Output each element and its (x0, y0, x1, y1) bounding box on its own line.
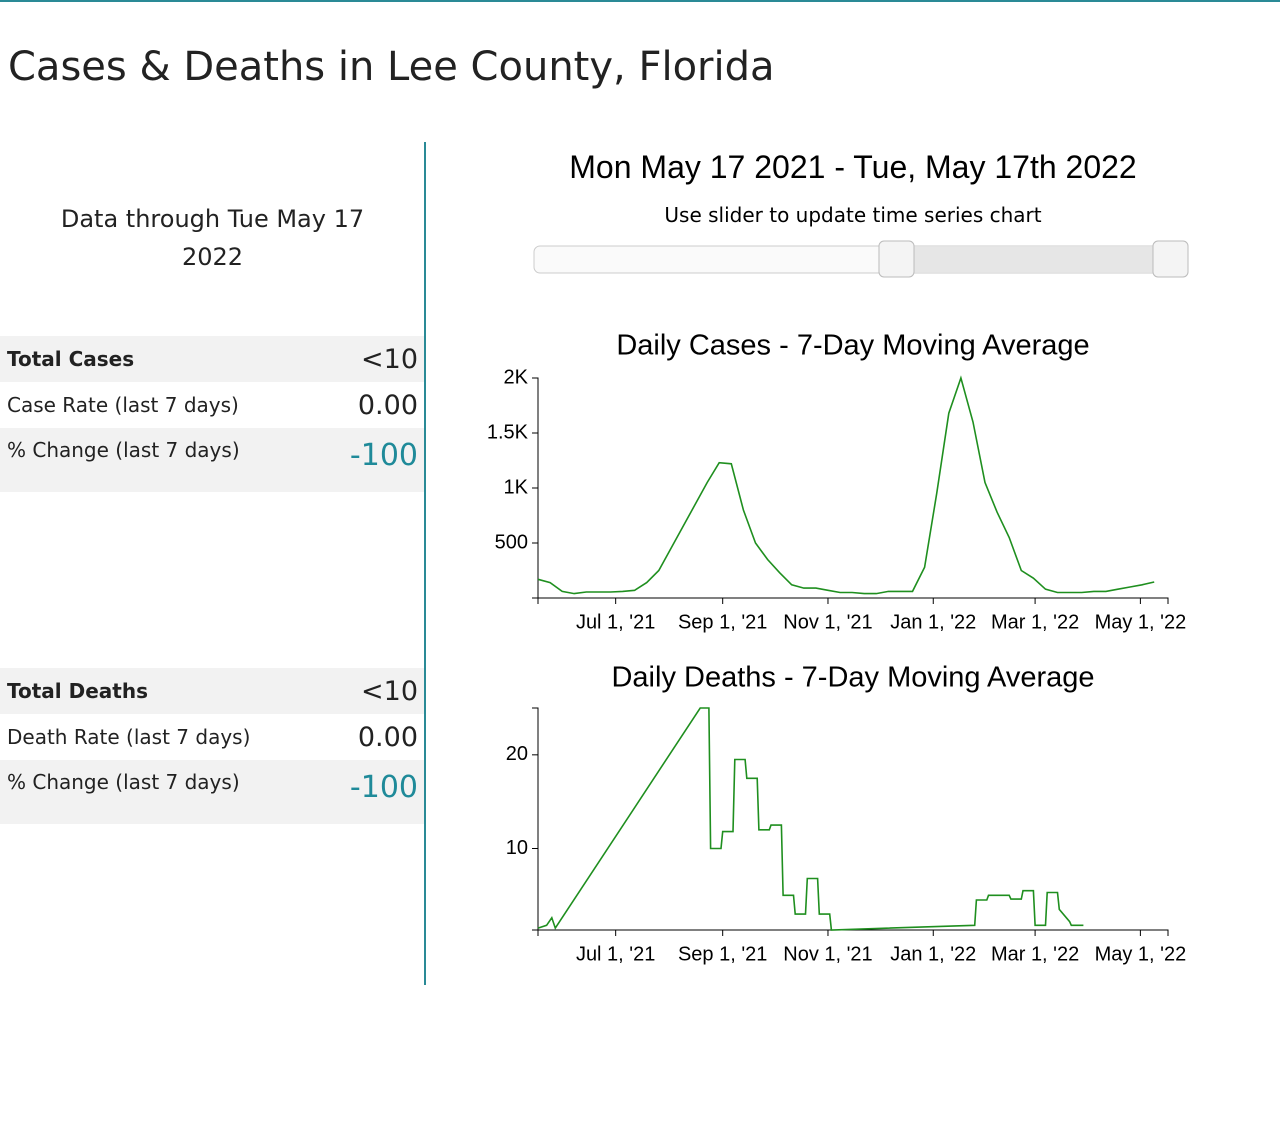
row-label: Total Cases (7, 347, 135, 371)
row-value: <10 (361, 343, 418, 375)
y-axis (532, 707, 539, 931)
row-label: % Change (last 7 days) (7, 770, 240, 794)
slider-hint: Use slider to update time series chart (664, 203, 1041, 227)
y-tick-label: 1.5K (487, 421, 529, 443)
x-tick-label: May 1, '22 (1095, 611, 1187, 633)
x-tick-label: Sep 1, '21 (678, 611, 767, 633)
row-label: Total Deaths (7, 679, 148, 703)
table-row: % Change (last 7 days) -100 (0, 428, 424, 492)
y-tick-label: 2K (504, 366, 529, 388)
x-tick-label: Sep 1, '21 (678, 943, 767, 965)
x-tick-label: May 1, '22 (1095, 943, 1187, 965)
y-tick-label: 500 (495, 531, 528, 553)
x-tick-label: Jul 1, '21 (576, 611, 655, 633)
row-value: 0.00 (357, 721, 418, 753)
row-label: Death Rate (last 7 days) (7, 725, 251, 749)
x-tick-label: Jan 1, '22 (890, 943, 976, 965)
table-row: % Change (last 7 days) -100 (0, 760, 424, 824)
table-row: Total Deaths <10 (0, 668, 424, 714)
x-axis (537, 929, 1169, 936)
row-label: % Change (last 7 days) (7, 438, 240, 462)
table-row: Total Cases <10 (0, 336, 424, 382)
row-value: 0.00 (357, 389, 418, 421)
table-row: Case Rate (last 7 days) 0.00 (0, 382, 424, 428)
divider (424, 142, 426, 985)
row-value: <10 (361, 675, 418, 707)
chart-title: Daily Cases - 7-Day Moving Average (616, 330, 1089, 362)
range-title: Mon May 17 2021 - Tue, May 17th 2022 (569, 149, 1136, 185)
y-tick-label: 10 (506, 837, 528, 859)
cases-table: Total Cases <10 Case Rate (last 7 days) 0.0… (0, 336, 424, 492)
row-value: -100 (349, 770, 418, 805)
x-tick-label: Nov 1, '21 (783, 611, 872, 633)
table-row: Death Rate (last 7 days) 0.00 (0, 714, 424, 760)
x-axis (537, 597, 1169, 604)
data-line (537, 375, 1155, 595)
x-tick-label: Nov 1, '21 (783, 943, 872, 965)
page-title: Cases & Deaths in Lee County, Florida (8, 44, 775, 90)
data-line (537, 707, 1084, 931)
chart-title: Daily Deaths - 7-Day Moving Average (611, 662, 1094, 694)
data-through: Data through Tue May 17 2022 (60, 205, 365, 271)
slider-handle-start[interactable] (878, 240, 915, 278)
x-tick-label: Mar 1, '22 (991, 611, 1079, 633)
row-label: Case Rate (last 7 days) (7, 393, 239, 417)
slider-range (896, 247, 1170, 272)
top-border (0, 0, 1280, 2)
slider-handle-end[interactable] (1152, 240, 1189, 278)
deaths-table: Total Deaths <10 Death Rate (last 7 days) 0… (0, 668, 424, 824)
x-tick-label: Jul 1, '21 (576, 943, 655, 965)
y-tick-label: 1K (504, 476, 529, 498)
row-value: -100 (349, 438, 418, 473)
x-tick-label: Mar 1, '22 (991, 943, 1079, 965)
x-tick-label: Jan 1, '22 (890, 611, 976, 633)
y-tick-label: 20 (506, 743, 528, 765)
